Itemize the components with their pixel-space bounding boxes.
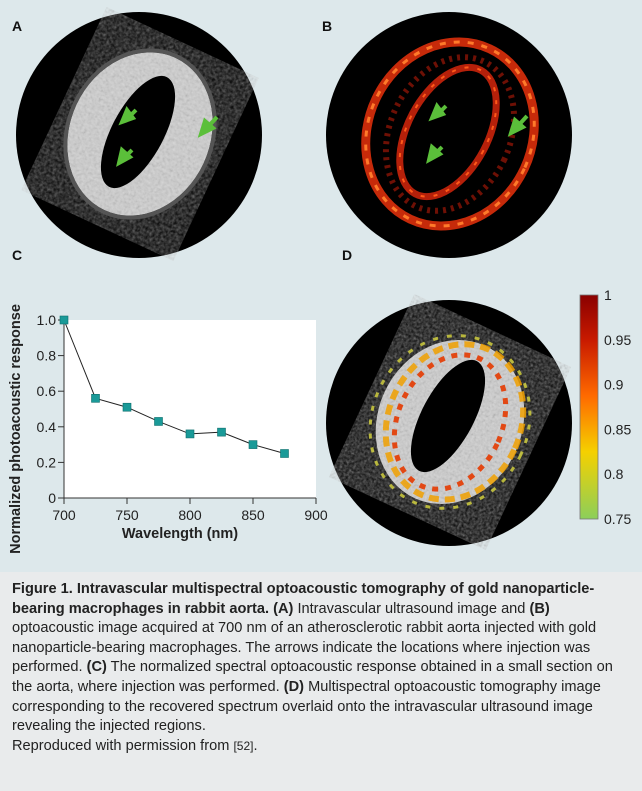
y-tick-label: 0.4: [37, 419, 57, 435]
colorbar-tick-label: 1: [604, 287, 612, 303]
x-tick-label: 850: [241, 507, 265, 523]
x-axis-label: Wavelength (nm): [122, 526, 238, 542]
data-point: [122, 402, 132, 412]
caption-label-c: (C): [86, 659, 107, 676]
y-axis-label: Normalized photoacoustic response: [8, 304, 24, 554]
caption-end: .: [253, 737, 258, 754]
y-tick-label: 0.2: [37, 454, 57, 470]
series-line: [63, 319, 285, 454]
caption-label-d: (D): [283, 678, 305, 695]
caption-label-a: (A): [273, 600, 294, 617]
x-tick-label: 750: [115, 507, 139, 523]
panel-b-label: B: [322, 18, 333, 34]
colorbar-tick-label: 0.9: [604, 377, 624, 393]
data-point: [154, 417, 163, 426]
caption-text-c: The normalized spectral optoacoustic res…: [12, 659, 613, 695]
x-tick-label: 800: [178, 507, 202, 523]
data-point: [248, 440, 258, 449]
panel-c-spectrum-chart: 0 0.2 0.4 0.6 0.8 1.0 700 750 800 850 900 Wavelengt…: [8, 304, 328, 554]
colorbar-tick-label: 0.85: [604, 421, 631, 437]
caption-text-b: optoacoustic image acquired at 700 nm of…: [12, 620, 597, 676]
panel-a-label: A: [12, 18, 23, 34]
data-point: [280, 449, 289, 458]
y-tick-label: 1.0: [37, 312, 57, 328]
colorbar: 1 0.95 0.9 0.85 0.8 0.75: [579, 287, 631, 527]
y-tick-label: 0: [48, 490, 56, 506]
data-point: [185, 429, 195, 439]
panel-c-label: C: [12, 247, 23, 263]
caption-text-a: Intravascular ultrasound image and: [293, 600, 530, 617]
data-point: [91, 394, 100, 403]
caption-text-d: Multispectral optoacoustic tomography im…: [12, 678, 601, 735]
colorbar-tick-label: 0.95: [604, 332, 631, 348]
caption-reproduced: Reproduced with permission from: [12, 737, 234, 754]
figure-caption: Figure 1. Intravascular multispectral op…: [0, 572, 642, 791]
panel-d-label: D: [342, 247, 353, 263]
plot-area: [64, 320, 316, 498]
data-point: [217, 427, 226, 437]
panel-b-optoacoustic-image: [326, 12, 572, 258]
y-tick-label: 0.8: [37, 348, 57, 364]
x-tick-label: 700: [52, 507, 76, 523]
colorbar-tick-label: 0.8: [604, 466, 624, 482]
figure-panels: A B: [8, 12, 632, 554]
y-tick-label: 0.6: [37, 383, 57, 399]
arrow-icon: [116, 106, 219, 167]
caption-reference: [52]: [233, 738, 254, 753]
panel-a-ultrasound-image: [16, 12, 262, 258]
data-point: [59, 315, 69, 325]
panel-d-overlay-image: [326, 300, 572, 546]
caption-label-b: (B): [529, 600, 550, 617]
colorbar-tick-label: 0.75: [604, 511, 631, 527]
x-tick-label: 900: [304, 507, 328, 523]
caption-title: Figure 1. Intravascular multispectral op…: [12, 581, 595, 617]
